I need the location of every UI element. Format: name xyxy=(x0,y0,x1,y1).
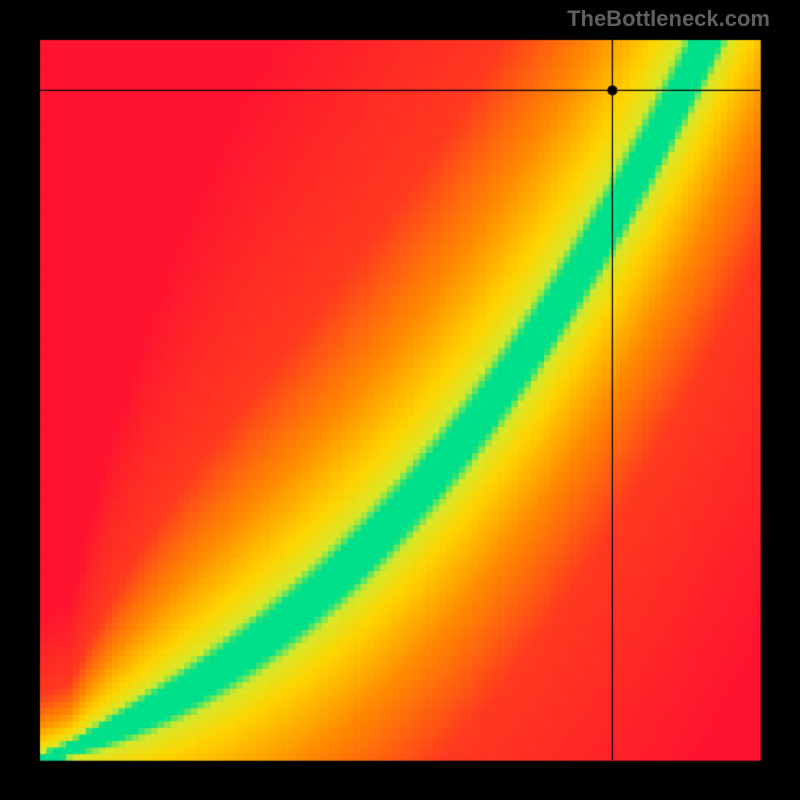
chart-container: TheBottleneck.com xyxy=(0,0,800,800)
bottleneck-heatmap xyxy=(0,0,800,800)
watermark-text: TheBottleneck.com xyxy=(567,6,770,32)
